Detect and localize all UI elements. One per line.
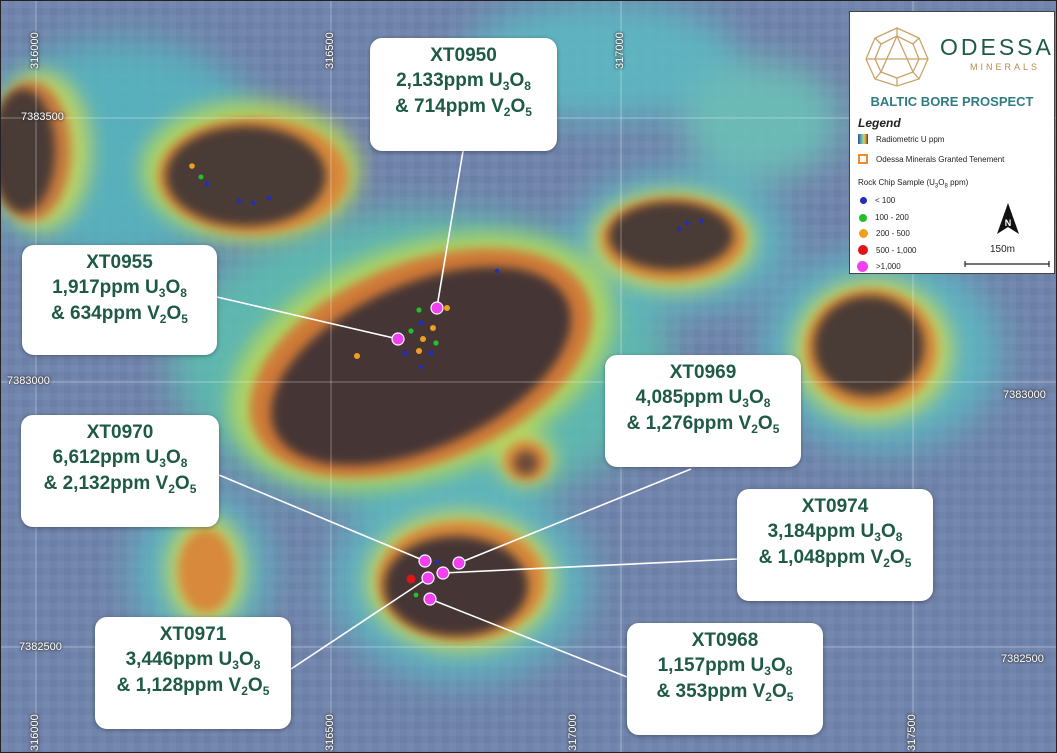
legend-title: Legend: [858, 116, 901, 130]
rock-chip-title: Rock Chip Sample (U3O8 ppm): [858, 178, 969, 190]
legend-class-item: 200 - 500: [858, 229, 910, 238]
sample-id: XT0968: [691, 630, 759, 651]
northing-label: 7383000: [1003, 389, 1046, 401]
uranium-grade: 1,157ppm U: [657, 655, 765, 676]
easting-label: 316500: [324, 714, 336, 751]
class-dot: [857, 261, 868, 272]
callout-xt0950: XT0950 2,133ppm U3O8 & 714ppm V2O5: [370, 38, 557, 151]
sample-id: XT0971: [159, 624, 227, 645]
uranium-grade: 3,184ppm U: [767, 521, 875, 542]
easting-label: 316000: [29, 32, 41, 69]
easting-label: 316000: [29, 714, 41, 751]
legend-class-item: < 100: [858, 196, 895, 205]
scale-bar: [964, 261, 1050, 267]
class-dot: [859, 213, 867, 222]
northing-label: 7382500: [1001, 653, 1044, 665]
radiometric-swatch: [858, 134, 868, 144]
class-dot: [859, 229, 868, 238]
scale-label: 150m: [990, 244, 1016, 255]
easting-label: 317000: [567, 714, 579, 751]
class-dot: [858, 245, 868, 255]
easting-label: 317500: [906, 714, 918, 751]
uranium-grade: 4,085ppm U: [635, 387, 743, 408]
sample-id: XT0950: [430, 45, 497, 66]
vanadium-grade: & 1,048ppm V: [758, 547, 884, 568]
northing-label: 7382500: [19, 641, 62, 653]
callout-xt0969: XT0969 4,085ppm U3O8 & 1,276ppm V2O5: [605, 355, 801, 467]
uranium-grade: 1,917ppm U: [52, 277, 159, 298]
uranium-grade: 2,133ppm U: [396, 70, 503, 91]
odessa-logo-icon: [865, 27, 929, 87]
sample-id: XT0970: [86, 422, 154, 443]
northing-label: 7383500: [21, 111, 64, 123]
sample-id: XT0969: [669, 362, 737, 383]
callout-xt0955: XT0955 1,917ppm U3O8 & 634ppm V2O5: [22, 245, 217, 355]
callout-xt0974: XT0974 3,184ppm U3O8 & 1,048ppm V2O5: [737, 489, 933, 601]
svg-text:N: N: [1005, 218, 1012, 228]
vanadium-grade: & 1,128ppm V: [116, 675, 242, 696]
easting-label: 317000: [614, 32, 626, 69]
callout-xt0968: XT0968 1,157ppm U3O8 & 353ppm V2O5: [627, 623, 823, 735]
tenement-swatch: [858, 154, 868, 164]
uranium-grade: 3,446ppm U: [125, 649, 233, 670]
legend-class-item: 100 - 200: [858, 213, 909, 222]
vanadium-grade: & 634ppm V: [51, 303, 160, 324]
legend-item-tenement: Odessa Minerals Granted Tenement: [858, 154, 1004, 164]
brand-name: ODESSA: [940, 34, 1054, 60]
brand-subtitle: MINERALS: [970, 62, 1041, 72]
prospect-title: BALTIC BORE PROSPECT: [870, 94, 1034, 109]
north-arrow-icon: N: [997, 203, 1019, 234]
legend-item-radiometric: Radiometric U ppm: [858, 134, 944, 144]
sample-id: XT0974: [801, 496, 869, 517]
northing-label: 7383000: [7, 375, 50, 387]
vanadium-grade: & 714ppm V: [395, 96, 504, 117]
sample-id: XT0955: [86, 252, 153, 273]
class-dot: [860, 197, 867, 204]
legend-panel: ODESSA MINERALS BALTIC BORE PROSPECT Leg…: [849, 11, 1055, 274]
uranium-grade: 6,612ppm U: [52, 447, 160, 468]
vanadium-grade: & 353ppm V: [656, 681, 766, 702]
vanadium-grade: & 2,132ppm V: [43, 473, 169, 494]
legend-class-item: >1,000: [857, 261, 901, 272]
legend-class-item: 500 - 1,000: [858, 245, 916, 255]
callout-xt0970: XT0970 6,612ppm U3O8 & 2,132ppm V2O5: [21, 415, 219, 527]
vanadium-grade: & 1,276ppm V: [626, 413, 752, 434]
callout-xt0971: XT0971 3,446ppm U3O8 & 1,128ppm V2O5: [95, 617, 291, 729]
easting-label: 316500: [324, 32, 336, 69]
